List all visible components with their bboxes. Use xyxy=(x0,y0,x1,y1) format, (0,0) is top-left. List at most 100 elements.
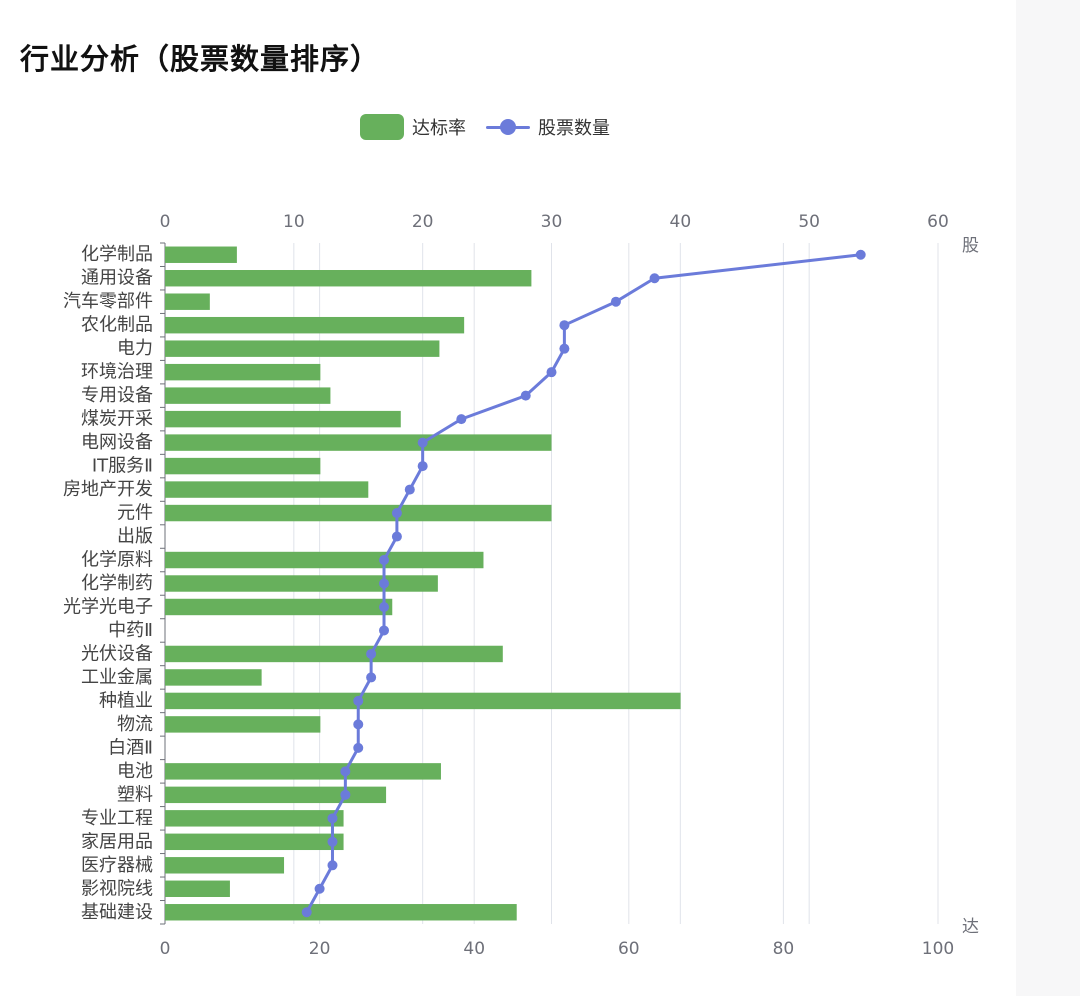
line-point-20 xyxy=(353,719,364,730)
category-label: 家居用品 xyxy=(81,831,153,852)
line-point-10 xyxy=(404,484,415,495)
bottom-tick-label: 40 xyxy=(463,939,485,959)
category-label: 化学制药 xyxy=(81,573,153,594)
bottom-axis-name: 达 xyxy=(962,917,979,937)
category-label: 物流 xyxy=(117,714,153,735)
line-point-22 xyxy=(340,766,351,777)
top-tick-label: 20 xyxy=(412,212,434,232)
bar-10 xyxy=(165,481,369,498)
line-point-5 xyxy=(546,367,557,378)
line-point-23 xyxy=(340,789,351,800)
category-label: 专业工程 xyxy=(81,808,153,829)
bar-9 xyxy=(165,457,321,475)
category-label: 环境治理 xyxy=(81,362,153,383)
line-point-1 xyxy=(649,273,660,284)
top-tick-label: 50 xyxy=(798,212,820,232)
bar-15 xyxy=(165,598,393,616)
line-point-24 xyxy=(327,813,338,824)
bar-18 xyxy=(165,669,262,686)
category-label: 电力 xyxy=(117,338,153,359)
bar-27 xyxy=(165,880,230,897)
category-label: 专用设备 xyxy=(81,385,153,406)
bar-19 xyxy=(165,692,681,710)
category-label: 汽车零部件 xyxy=(63,291,153,312)
top-tick-label: 30 xyxy=(541,212,563,232)
category-label: 种植业 xyxy=(99,690,153,711)
line-point-11 xyxy=(391,508,402,519)
bottom-tick-label: 100 xyxy=(922,939,954,959)
category-label: 电池 xyxy=(117,761,153,782)
category-label: 化学原料 xyxy=(81,550,153,571)
bottom-tick-label: 20 xyxy=(309,939,331,959)
line-point-27 xyxy=(314,883,325,894)
right-edge-panel xyxy=(1016,0,1080,996)
line-point-4 xyxy=(559,343,570,354)
line-point-17 xyxy=(366,648,377,659)
line-point-18 xyxy=(366,672,377,683)
line-point-15 xyxy=(379,601,390,612)
category-label: 白酒Ⅱ xyxy=(108,737,153,758)
bar-17 xyxy=(165,645,503,663)
line-point-6 xyxy=(520,390,531,401)
line-point-28 xyxy=(301,907,312,918)
legend-bar-label: 达标率 xyxy=(412,118,466,139)
top-tick-label: 10 xyxy=(283,212,305,232)
category-label: 中药Ⅱ xyxy=(108,620,153,641)
bar-7 xyxy=(165,410,401,428)
bar-24 xyxy=(165,810,344,827)
line-point-8 xyxy=(417,437,428,448)
category-label: 工业金属 xyxy=(81,667,153,688)
bar-11 xyxy=(165,504,552,522)
bar-13 xyxy=(165,551,484,569)
bar-4 xyxy=(165,340,440,357)
bar-20 xyxy=(165,716,321,733)
bar-26 xyxy=(165,857,285,874)
bar-23 xyxy=(165,786,387,804)
line-point-9 xyxy=(417,461,428,472)
legend-item-line[interactable]: 股票数量 xyxy=(486,114,610,140)
bar-1 xyxy=(165,270,532,287)
bar-22 xyxy=(165,763,441,780)
line-point-26 xyxy=(327,860,338,871)
bar-2 xyxy=(165,293,210,310)
bottom-tick-label: 0 xyxy=(160,939,171,959)
category-label: 影视院线 xyxy=(81,878,153,899)
bar-5 xyxy=(165,363,321,381)
category-label: 光学光电子 xyxy=(63,596,153,617)
category-label: 元件 xyxy=(117,503,153,524)
bar-14 xyxy=(165,575,438,592)
line-point-19 xyxy=(353,695,364,706)
legend-line-swatch xyxy=(486,114,530,140)
bar-25 xyxy=(165,833,344,851)
line-point-25 xyxy=(327,836,338,847)
top-axis-name: 股 xyxy=(962,236,979,256)
legend-bar-swatch xyxy=(360,114,404,140)
line-point-13 xyxy=(379,555,390,566)
line-point-7 xyxy=(456,414,467,425)
category-label: 通用设备 xyxy=(81,268,153,289)
top-tick-label: 60 xyxy=(927,212,949,232)
category-label: 出版 xyxy=(117,526,153,547)
category-label: 电网设备 xyxy=(81,432,153,453)
category-label: 光伏设备 xyxy=(81,643,153,664)
legend-line-label: 股票数量 xyxy=(538,118,610,139)
category-label: 化学制品 xyxy=(81,244,153,265)
bar-8 xyxy=(165,434,552,451)
line-point-16 xyxy=(379,625,390,636)
line-point-14 xyxy=(379,578,390,589)
legend-item-bar[interactable]: 达标率 xyxy=(360,114,466,140)
top-tick-label: 40 xyxy=(670,212,692,232)
bottom-tick-label: 60 xyxy=(618,939,640,959)
page-title: 行业分析（股票数量排序） xyxy=(20,42,381,76)
bar-0 xyxy=(165,246,237,263)
line-point-3 xyxy=(559,320,570,331)
category-label: 医疗器械 xyxy=(81,855,153,876)
bar-6 xyxy=(165,387,331,404)
bar-3 xyxy=(165,316,465,334)
category-label: 农化制品 xyxy=(81,315,153,336)
category-label: 煤炭开采 xyxy=(81,409,153,430)
bottom-tick-label: 80 xyxy=(773,939,795,959)
category-label: 基础建设 xyxy=(81,902,153,923)
chart-legend: 达标率 股票数量 xyxy=(360,112,630,142)
